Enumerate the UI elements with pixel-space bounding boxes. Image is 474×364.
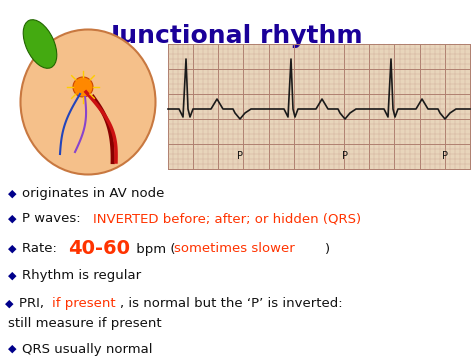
Text: INVERTED before; after; or hidden (QRS): INVERTED before; after; or hidden (QRS) [93, 213, 361, 226]
Text: sometimes slower: sometimes slower [174, 242, 295, 256]
Text: bpm (: bpm ( [132, 242, 175, 256]
Text: P: P [342, 151, 348, 161]
Text: PRI,: PRI, [19, 297, 48, 310]
Text: P: P [442, 151, 448, 161]
Text: originates in AV node: originates in AV node [22, 187, 164, 201]
Text: Rate:: Rate: [22, 242, 61, 256]
Text: Rhythm is regular: Rhythm is regular [22, 269, 141, 282]
Text: P: P [237, 151, 243, 161]
Text: 40-60: 40-60 [68, 240, 130, 258]
Text: ◆: ◆ [8, 189, 17, 199]
Ellipse shape [23, 20, 57, 68]
Text: still measure if present: still measure if present [8, 317, 162, 331]
Text: ◆: ◆ [8, 214, 17, 224]
Text: ◆: ◆ [5, 299, 13, 309]
Text: P waves:: P waves: [22, 213, 85, 226]
Text: ◆: ◆ [8, 244, 17, 254]
FancyBboxPatch shape [168, 44, 470, 169]
Text: , is normal but the ‘P’ is inverted:: , is normal but the ‘P’ is inverted: [120, 297, 343, 310]
Circle shape [73, 77, 93, 97]
Text: QRS usually normal: QRS usually normal [22, 343, 153, 356]
Ellipse shape [20, 29, 155, 174]
Text: ◆: ◆ [8, 344, 17, 354]
Text: ◆: ◆ [8, 271, 17, 281]
Text: Junctional rhythm: Junctional rhythm [111, 24, 363, 48]
Text: if present: if present [52, 297, 116, 310]
Text: ): ) [325, 242, 330, 256]
